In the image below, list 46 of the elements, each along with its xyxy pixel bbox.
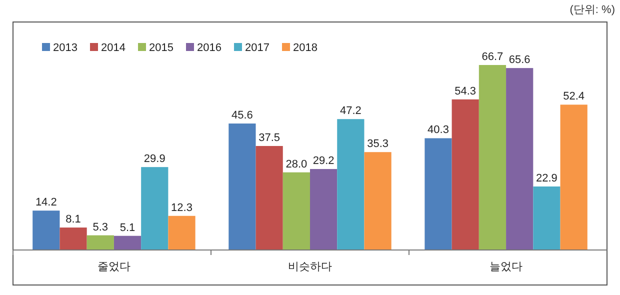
bar (506, 68, 534, 250)
bar (364, 152, 392, 250)
data-label: 54.3 (454, 85, 476, 98)
legend-label: 2014 (101, 42, 126, 54)
bar (114, 236, 142, 250)
bar (168, 216, 196, 250)
bar (424, 138, 452, 250)
data-label: 29.9 (144, 153, 166, 166)
data-label: 14.2 (35, 196, 57, 209)
bar (452, 99, 479, 250)
bar (256, 146, 283, 250)
data-label: 47.2 (340, 105, 362, 118)
bar (560, 104, 588, 250)
bar (60, 228, 87, 250)
data-label: 5.1 (120, 222, 136, 234)
x-tick-label: 비슷하다 (288, 261, 332, 273)
bar (337, 119, 364, 250)
data-label: 66.7 (482, 51, 504, 63)
legend-label: 2015 (149, 42, 174, 54)
bar (32, 210, 60, 250)
data-label: 12.3 (171, 202, 192, 214)
bar (310, 169, 338, 250)
x-tick-label: 늘었다 (490, 261, 523, 273)
bar (282, 172, 310, 250)
bar (86, 235, 114, 250)
legend-label: 2017 (245, 42, 270, 54)
data-label: 5.3 (92, 221, 108, 234)
bar (478, 65, 506, 250)
text: (단위: %) (570, 4, 615, 16)
legend-label: 2018 (293, 42, 318, 54)
bar (228, 124, 256, 250)
legend-label: 2013 (53, 42, 78, 54)
data-label: 29.2 (312, 155, 334, 168)
bar (141, 167, 168, 250)
data-label: 40.3 (428, 124, 449, 136)
data-label: 37.5 (258, 132, 280, 144)
data-label: 22.9 (536, 172, 558, 184)
x-tick-label: 줄었다 (97, 261, 130, 273)
data-label: 65.6 (508, 54, 530, 66)
data-label: 45.6 (231, 110, 253, 122)
legend-label: 2016 (197, 42, 222, 54)
data-label: 35.3 (367, 138, 389, 150)
bar (533, 186, 560, 250)
data-label: 28.0 (286, 158, 308, 170)
data-label: 8.1 (66, 214, 81, 226)
data-label: 52.4 (563, 90, 585, 103)
